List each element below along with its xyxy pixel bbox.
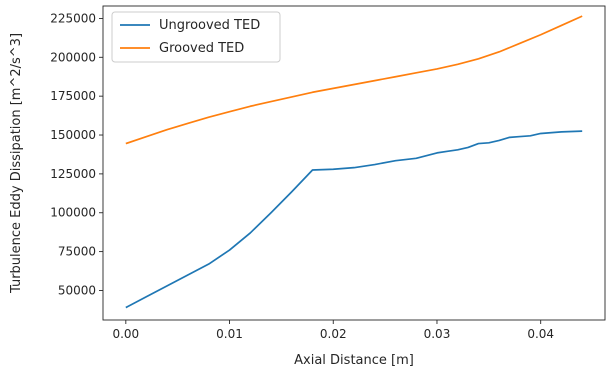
y-tick-label: 150000	[50, 128, 96, 142]
legend-label-ungrooved: Ungrooved TED	[159, 18, 260, 33]
x-tick-label: 0.00	[112, 327, 139, 341]
y-tick-label: 225000	[50, 11, 96, 25]
y-tick-label: 175000	[50, 89, 96, 103]
y-tick-label: 75000	[58, 245, 96, 259]
x-tick-label: 0.03	[424, 327, 451, 341]
legend-box	[111, 11, 281, 63]
y-tick-label: 125000	[50, 167, 96, 181]
x-tick-label: 0.01	[216, 327, 243, 341]
x-tick-label: 0.02	[320, 327, 347, 341]
legend-label-grooved: Grooved TED	[159, 41, 244, 56]
series-line-1	[125, 15, 583, 145]
x-ticks: 0.00 0.01 0.02 0.03 0.04	[112, 320, 554, 341]
legend: Ungrooved TED Grooved TED	[111, 11, 281, 63]
series-line-0	[125, 130, 583, 309]
x-axis-label: Axial Distance [m]	[294, 353, 414, 368]
x-tick-label: 0.04	[527, 327, 554, 341]
y-tick-label: 100000	[50, 206, 96, 220]
y-axis-label: Turbulence Eddy Dissipation [m^2/s^3]	[9, 33, 24, 294]
y-tick-label: 200000	[50, 50, 96, 64]
y-ticks: 50000 75000 100000 125000 150000 175000 200000…	[50, 11, 103, 297]
y-tick-label: 50000	[58, 283, 96, 297]
series-layer	[125, 15, 583, 309]
plot-frame	[102, 5, 606, 321]
